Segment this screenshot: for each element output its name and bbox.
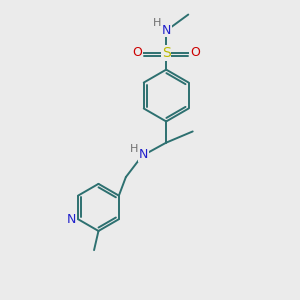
Text: N: N [139,148,148,161]
Text: O: O [190,46,200,59]
Text: H: H [130,144,138,154]
Text: N: N [67,213,76,226]
Text: S: S [162,46,171,60]
Text: N: N [162,24,172,37]
Text: O: O [132,46,142,59]
Text: H: H [153,17,161,28]
